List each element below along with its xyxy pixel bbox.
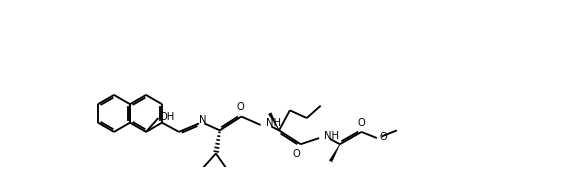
Text: O: O bbox=[237, 102, 244, 112]
Text: O: O bbox=[293, 149, 301, 159]
Text: O: O bbox=[380, 132, 388, 142]
Polygon shape bbox=[329, 144, 340, 162]
Text: N: N bbox=[199, 115, 207, 125]
Polygon shape bbox=[269, 113, 279, 130]
Text: OH: OH bbox=[160, 112, 175, 122]
Text: NH: NH bbox=[266, 118, 281, 128]
Text: NH: NH bbox=[324, 131, 339, 141]
Text: O: O bbox=[357, 118, 365, 128]
